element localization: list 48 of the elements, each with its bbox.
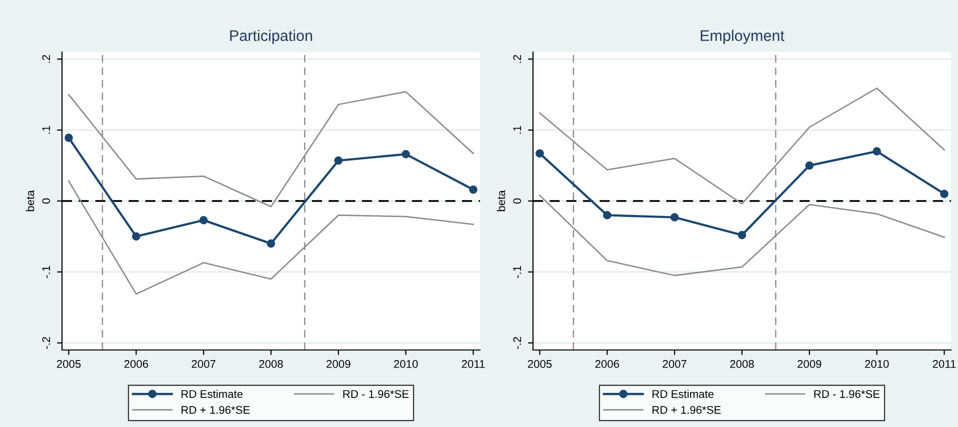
x-tick-label: 2009 <box>326 360 350 368</box>
point <box>64 134 73 142</box>
point <box>334 156 343 165</box>
legend-label: RD - 1.96*SE <box>814 390 880 398</box>
y-tick-label: -.1 <box>513 266 521 278</box>
x-tick-label: 2010 <box>865 360 889 368</box>
point <box>805 161 814 170</box>
y-tick-label: 0 <box>513 198 522 204</box>
x-tick-label: 2009 <box>798 360 822 368</box>
y-tick-label: 0 <box>42 198 50 204</box>
point <box>402 150 410 158</box>
y-axis-title: beta <box>497 190 506 212</box>
y-tick-label: .2 <box>42 55 50 63</box>
x-tick-label: 2005 <box>528 360 552 368</box>
legend-label: RD - 1.96*SE <box>343 390 409 398</box>
legend-label: RD + 1.96*SE <box>182 406 250 414</box>
chart-title: Participation <box>230 30 312 44</box>
x-tick-label: 2011 <box>932 360 956 368</box>
y-tick-label: .1 <box>513 126 521 134</box>
point <box>132 232 140 241</box>
legend-label: RD Estimate <box>652 390 714 398</box>
point <box>469 185 478 194</box>
point <box>940 190 948 198</box>
x-tick-label: 2011 <box>462 360 485 368</box>
y-axis-title: beta <box>26 190 34 212</box>
point <box>872 147 882 156</box>
x-tick-label: 2007 <box>192 360 216 368</box>
y-tick-label: .1 <box>42 126 50 134</box>
y-tick-label: -.1 <box>42 266 50 278</box>
y-tick-label: .2 <box>513 55 521 63</box>
x-tick-label: 2008 <box>730 360 754 368</box>
legend-label: RD + 1.96*SE <box>652 406 721 414</box>
x-tick-label: 2008 <box>259 360 283 368</box>
chart-title: Employment <box>700 30 784 44</box>
x-tick-label: 2007 <box>662 360 686 368</box>
point <box>199 216 208 224</box>
legend-label: RD Estimate <box>182 390 243 398</box>
point <box>738 230 746 240</box>
point <box>266 239 276 248</box>
point <box>536 149 544 158</box>
x-tick-label: 2010 <box>394 360 418 368</box>
point <box>670 213 679 222</box>
y-tick-label: -.2 <box>513 336 521 349</box>
x-tick-label: 2006 <box>124 360 148 368</box>
x-tick-label: 2005 <box>56 360 81 368</box>
y-tick-label: -.2 <box>42 336 50 349</box>
x-tick-label: 2006 <box>595 360 620 368</box>
point <box>602 211 612 220</box>
